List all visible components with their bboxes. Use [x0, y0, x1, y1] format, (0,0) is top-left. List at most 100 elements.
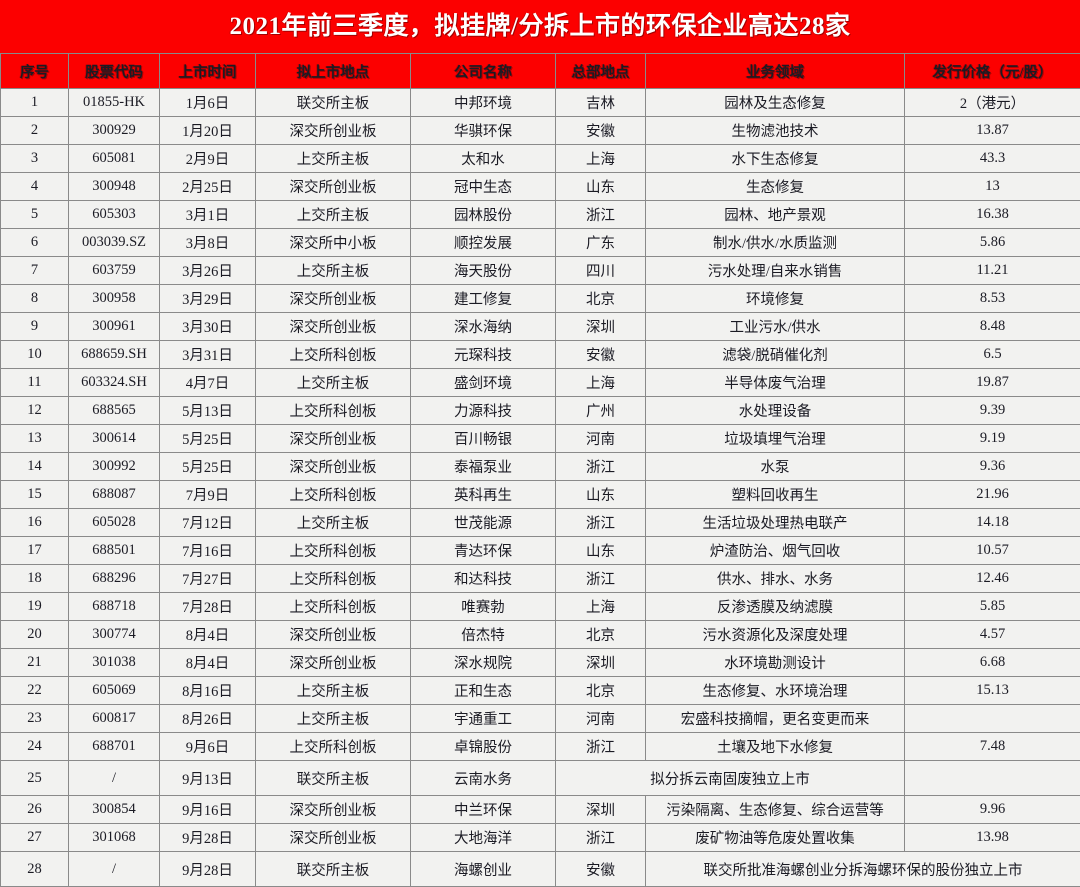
cell-venue: 上交所科创板: [256, 341, 411, 369]
cell-date: 8月4日: [160, 649, 256, 677]
column-header-hq: 总部地点: [556, 54, 646, 89]
cell-date: 8月4日: [160, 621, 256, 649]
cell-business: 土壤及地下水修复: [646, 733, 905, 761]
cell-price: 2（港元）: [905, 89, 1080, 117]
cell-date: 5月25日: [160, 425, 256, 453]
cell-price: 13.98: [905, 824, 1080, 852]
cell-no: 14: [1, 453, 69, 481]
table-header-row: 序号 股票代码 上市时间 拟上市地点 公司名称 总部地点 业务领域 发行价格（元…: [1, 54, 1080, 89]
cell-price: 21.96: [905, 481, 1080, 509]
cell-company: 建工修复: [411, 285, 556, 313]
cell-date: 2月25日: [160, 173, 256, 201]
cell-code: 01855-HK: [69, 89, 160, 117]
cell-no: 10: [1, 341, 69, 369]
cell-date: 9月16日: [160, 796, 256, 824]
cell-code: 688501: [69, 537, 160, 565]
cell-venue: 深交所创业板: [256, 313, 411, 341]
cell-no: 21: [1, 649, 69, 677]
cell-business: 园林、地产景观: [646, 201, 905, 229]
cell-business: 污染隔离、生态修复、综合运营等: [646, 796, 905, 824]
cell-date: 7月28日: [160, 593, 256, 621]
cell-date: 3月8日: [160, 229, 256, 257]
cell-company: 深水海纳: [411, 313, 556, 341]
cell-venue: 上交所主板: [256, 257, 411, 285]
cell-code: 300958: [69, 285, 160, 313]
cell-code: 603324.SH: [69, 369, 160, 397]
cell-no: 3: [1, 145, 69, 173]
cell-venue: 上交所科创板: [256, 565, 411, 593]
cell-price: [905, 761, 1080, 796]
cell-code: 300774: [69, 621, 160, 649]
cell-merged-note: 拟分拆云南固废独立上市: [556, 761, 905, 796]
cell-price: 6.5: [905, 341, 1080, 369]
cell-venue: 上交所主板: [256, 201, 411, 229]
cell-hq: 浙江: [556, 565, 646, 593]
cell-business: 反渗透膜及纳滤膜: [646, 593, 905, 621]
cell-company: 百川畅银: [411, 425, 556, 453]
cell-no: 28: [1, 852, 69, 887]
cell-company: 世茂能源: [411, 509, 556, 537]
cell-hq: 北京: [556, 621, 646, 649]
cell-company: 和达科技: [411, 565, 556, 593]
cell-date: 2月9日: [160, 145, 256, 173]
cell-venue: 上交所科创板: [256, 397, 411, 425]
cell-price: 7.48: [905, 733, 1080, 761]
cell-business: 炉渣防治、烟气回收: [646, 537, 905, 565]
cell-price: 5.85: [905, 593, 1080, 621]
cell-price: 11.21: [905, 257, 1080, 285]
cell-business: 宏盛科技摘帽，更名变更而来: [646, 705, 905, 733]
cell-date: 3月31日: [160, 341, 256, 369]
cell-venue: 深交所创业板: [256, 117, 411, 145]
cell-company: 云南水务: [411, 761, 556, 796]
cell-company: 太和水: [411, 145, 556, 173]
cell-code: 605069: [69, 677, 160, 705]
cell-no: 12: [1, 397, 69, 425]
column-header-date: 上市时间: [160, 54, 256, 89]
cell-date: 1月20日: [160, 117, 256, 145]
cell-no: 20: [1, 621, 69, 649]
cell-business: 废矿物油等危废处置收集: [646, 824, 905, 852]
cell-price: 19.87: [905, 369, 1080, 397]
cell-company: 正和生态: [411, 677, 556, 705]
cell-company: 元琛科技: [411, 341, 556, 369]
cell-date: 5月25日: [160, 453, 256, 481]
cell-date: 3月30日: [160, 313, 256, 341]
cell-price: 16.38: [905, 201, 1080, 229]
cell-company: 深水规院: [411, 649, 556, 677]
cell-hq: 安徽: [556, 341, 646, 369]
cell-venue: 上交所主板: [256, 145, 411, 173]
cell-price: 12.46: [905, 565, 1080, 593]
cell-no: 17: [1, 537, 69, 565]
cell-company: 海天股份: [411, 257, 556, 285]
cell-venue: 上交所科创板: [256, 733, 411, 761]
cell-venue: 上交所主板: [256, 509, 411, 537]
cell-venue: 上交所主板: [256, 677, 411, 705]
cell-date: 7月16日: [160, 537, 256, 565]
cell-date: 9月28日: [160, 852, 256, 887]
cell-code: 688701: [69, 733, 160, 761]
cell-code: 688296: [69, 565, 160, 593]
cell-business: 生活垃圾处理热电联产: [646, 509, 905, 537]
cell-company: 力源科技: [411, 397, 556, 425]
cell-hq: 北京: [556, 285, 646, 313]
cell-no: 26: [1, 796, 69, 824]
cell-code: /: [69, 761, 160, 796]
cell-merged-note: 联交所批准海螺创业分拆海螺环保的股份独立上市: [646, 852, 1080, 887]
cell-date: 4月7日: [160, 369, 256, 397]
cell-venue: 联交所主板: [256, 852, 411, 887]
cell-venue: 深交所创业板: [256, 173, 411, 201]
cell-company: 泰福泵业: [411, 453, 556, 481]
cell-date: 8月26日: [160, 705, 256, 733]
cell-hq: 上海: [556, 593, 646, 621]
cell-date: 7月9日: [160, 481, 256, 509]
cell-date: 7月12日: [160, 509, 256, 537]
cell-venue: 上交所科创板: [256, 537, 411, 565]
